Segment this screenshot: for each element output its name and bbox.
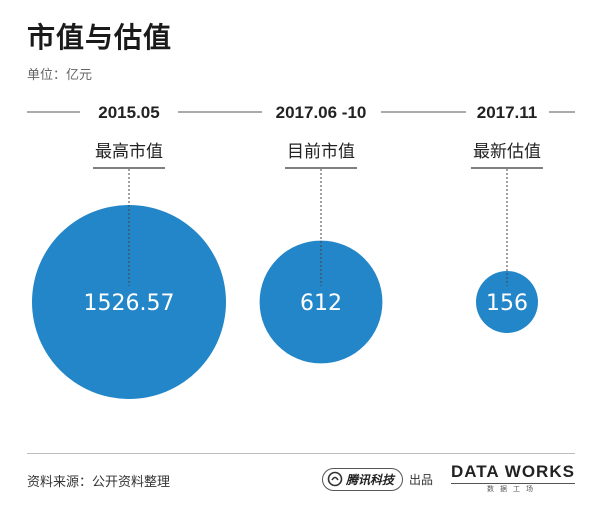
category-label: 最新估值 bbox=[473, 142, 541, 161]
dataworks-sub: 数据工场 bbox=[451, 483, 575, 494]
page-title: 市值与估值 bbox=[27, 22, 173, 53]
category-label: 最高市值 bbox=[95, 142, 163, 161]
value-label: 1526.57 bbox=[84, 291, 175, 316]
brand-badge: 腾讯科技 bbox=[322, 467, 404, 491]
category-label: 目前市值 bbox=[287, 142, 355, 161]
dataworks-name: DATA WORKS bbox=[451, 462, 575, 481]
brand: 腾讯科技 出品 bbox=[322, 466, 433, 492]
period-label: 2017.06 -10 bbox=[276, 103, 367, 122]
period-label: 2017.11 bbox=[477, 103, 538, 122]
value-bubble bbox=[32, 205, 226, 399]
value-bubble bbox=[259, 240, 383, 364]
tencent-logo-icon bbox=[327, 471, 343, 487]
value-label: 156 bbox=[486, 291, 528, 316]
brand-suffix: 出品 bbox=[409, 472, 434, 487]
bubble-chart: 2015.05 最高市值 1526.57 2017.06 -10 目前市值 612 2017… bbox=[27, 103, 575, 399]
value-bubble bbox=[475, 270, 539, 334]
footer-divider bbox=[27, 453, 575, 454]
value-label: 612 bbox=[300, 291, 342, 316]
brand-name: 腾讯科技 bbox=[346, 472, 395, 487]
period-label: 2015.05 bbox=[98, 103, 159, 122]
dataworks-logo: DATA WORKS 数据工场 bbox=[451, 462, 575, 494]
unit-label: 单位：亿元 bbox=[27, 67, 93, 82]
source-note: 资料来源：公开资料整理 bbox=[27, 474, 171, 489]
